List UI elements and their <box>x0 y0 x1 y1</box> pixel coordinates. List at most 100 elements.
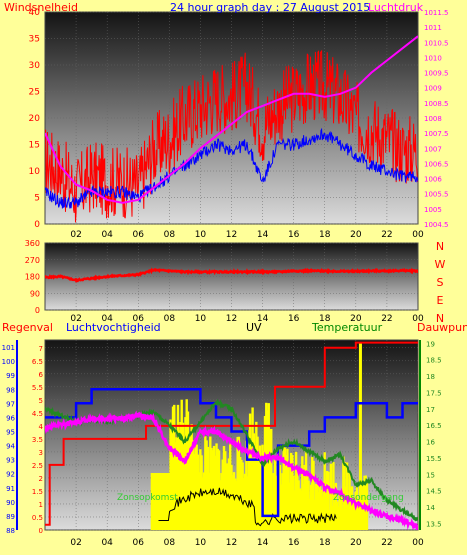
solar-bar <box>270 428 273 530</box>
solar-bar <box>298 488 302 530</box>
rainfall-line <box>45 341 418 526</box>
pressure-axis-tick: 1010.5 <box>424 39 449 47</box>
rain-axis-tick: 2 <box>39 475 43 483</box>
solar-bar <box>185 399 188 530</box>
pressure-axis-tick: 1005.5 <box>424 191 449 199</box>
x-tick-label: 18 <box>319 314 331 324</box>
solar-bar <box>174 442 177 530</box>
pressure-axis-tick: 1010 <box>424 54 442 62</box>
solar-bar <box>257 449 261 530</box>
compass-letter: N <box>436 240 444 253</box>
rain-axis-tick: 5.5 <box>32 384 43 392</box>
x-tick-label: 02 <box>70 538 81 548</box>
solar-bar <box>192 453 196 530</box>
humidity-line <box>45 388 418 518</box>
pressure-axis-tick: 1011 <box>424 24 442 32</box>
solar-bar <box>196 454 200 530</box>
solar-bar <box>302 483 305 530</box>
compass-letter: S <box>437 276 444 289</box>
solar-bar <box>287 464 290 530</box>
solar-bar <box>313 499 316 530</box>
wind-gust-line <box>45 127 418 209</box>
rain-axis-tick: 5 <box>39 397 43 405</box>
solar-bar <box>272 473 275 530</box>
rain-axis-tick: 6.5 <box>32 358 43 366</box>
solar-bar <box>255 421 258 530</box>
pressure-line <box>45 35 418 204</box>
solar-spike <box>358 343 362 530</box>
solar-bar <box>321 496 324 530</box>
solar-bar <box>180 399 183 530</box>
solar-bar <box>202 472 206 530</box>
wind-axis-tick: 10 <box>29 167 41 177</box>
rain-axis-tick: 1.5 <box>32 488 43 496</box>
solar-bar <box>191 440 195 530</box>
compass-letter: W <box>435 258 446 271</box>
pressure-axis-tick: 1009 <box>424 85 442 93</box>
x-tick-label: 22 <box>381 538 392 548</box>
solar-bar <box>354 491 357 530</box>
x-tick-label: 04 <box>101 314 113 324</box>
humidity-axis-tick: 98 <box>6 386 15 394</box>
solar-bar <box>296 467 299 530</box>
solar-bar <box>210 447 213 530</box>
solar-bar <box>168 473 171 530</box>
compass-letter: E <box>437 294 444 307</box>
x-tick-label: 22 <box>381 230 392 240</box>
solar-bar <box>229 442 232 530</box>
solar-bar <box>206 446 210 530</box>
solar-bar <box>316 484 319 530</box>
rain-axis-tick: 0.5 <box>32 514 43 522</box>
solar-bar <box>260 462 263 530</box>
x-tick-label: 00 <box>412 314 424 324</box>
solar-bar <box>231 474 234 530</box>
graph-title: 24 hour graph day : 27 August 2015 <box>170 1 370 14</box>
solar-bar <box>151 473 155 530</box>
solar-bar <box>322 481 325 530</box>
solar-bar <box>204 436 207 530</box>
solar-bar <box>364 475 367 530</box>
solar-bar <box>288 482 292 530</box>
x-tick-label: 10 <box>195 230 207 240</box>
x-tick-label: 02 <box>70 314 81 324</box>
wind-axis-tick: 35 <box>29 35 40 45</box>
x-tick-label: 14 <box>257 230 269 240</box>
windsnelheid-label: Windsnelheid <box>4 1 78 14</box>
solar-bar <box>246 476 249 530</box>
solar-bar <box>190 424 193 530</box>
solar-bar <box>265 402 268 530</box>
solar-bar <box>252 433 256 530</box>
solar-bar <box>303 464 307 530</box>
solar-bar <box>319 489 323 530</box>
x-tick-label: 06 <box>133 538 145 548</box>
compass-letter: N <box>436 312 444 325</box>
solar-bar <box>291 455 294 530</box>
solar-bar <box>227 458 231 530</box>
solar-bar <box>275 475 278 530</box>
temperatuur-label: Temperatuur <box>311 321 383 334</box>
solar-bar <box>314 483 318 530</box>
solar-bar <box>155 473 159 530</box>
solar-bar <box>163 473 166 530</box>
solar-bar <box>236 436 239 530</box>
wind-axis-tick: 0 <box>34 220 40 230</box>
pressure-axis-tick: 1011.5 <box>424 9 449 17</box>
solar-bar <box>187 437 191 530</box>
solar-bar <box>267 403 270 530</box>
temperature-axis-tick: 13.5 <box>426 520 442 528</box>
solar-bar <box>327 471 330 530</box>
solar-bar <box>334 482 338 530</box>
x-tick-label: 14 <box>257 314 269 324</box>
x-tick-label: 18 <box>319 230 331 240</box>
solar-bar <box>178 430 181 530</box>
solar-bar <box>339 490 343 530</box>
x-tick-label: 06 <box>133 314 145 324</box>
solar-bar <box>353 508 356 530</box>
solar-bar <box>207 472 211 530</box>
solar-bar <box>299 490 303 530</box>
solar-bar <box>248 413 252 530</box>
x-tick-label: 14 <box>257 538 269 548</box>
rain-axis-tick: 3 <box>39 449 43 457</box>
rain-axis-tick: 0 <box>39 527 43 535</box>
data-series <box>45 35 418 530</box>
